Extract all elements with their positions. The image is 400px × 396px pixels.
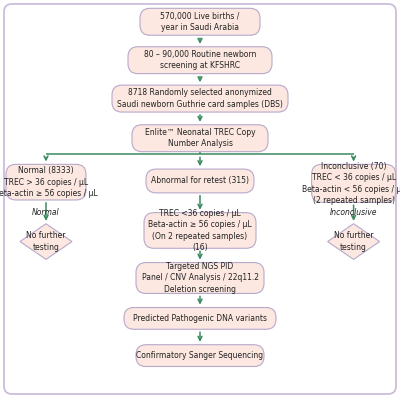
FancyBboxPatch shape <box>140 8 260 35</box>
Text: Targeted NGS PID
Panel / CNV Analysis / 22q11.2
Deletion screening: Targeted NGS PID Panel / CNV Analysis / … <box>142 262 258 294</box>
FancyBboxPatch shape <box>136 345 264 367</box>
Text: Confirmatory Sanger Sequencing: Confirmatory Sanger Sequencing <box>136 351 264 360</box>
FancyBboxPatch shape <box>128 47 272 74</box>
Text: Inconclusive: Inconclusive <box>330 208 377 217</box>
Text: TREC <36 copies / μL
Beta-actin ≥ 56 copies / μL
(On 2 repeated samples)
(16): TREC <36 copies / μL Beta-actin ≥ 56 cop… <box>148 209 252 252</box>
Text: Inconclusive (70)
TREC < 36 copies / μL
Beta-actin < 56 copies / μL
(2 repeated : Inconclusive (70) TREC < 36 copies / μL … <box>302 162 400 205</box>
Text: No further
testing: No further testing <box>334 231 373 252</box>
Text: 80 – 90,000 Routine newborn
screening at KFSHRC: 80 – 90,000 Routine newborn screening at… <box>144 50 256 70</box>
FancyBboxPatch shape <box>144 213 256 248</box>
Text: 8718 Randomly selected anonymized
Saudi newborn Guthrie card samples (DBS): 8718 Randomly selected anonymized Saudi … <box>117 88 283 109</box>
FancyBboxPatch shape <box>146 169 254 193</box>
Text: Enlite™ Neonatal TREC Copy
Number Analysis: Enlite™ Neonatal TREC Copy Number Analys… <box>145 128 255 148</box>
FancyBboxPatch shape <box>312 164 396 202</box>
FancyBboxPatch shape <box>136 263 264 293</box>
Text: Normal (8333)
TREC > 36 copies / μL
Beta-actin ≥ 56 copies / μL: Normal (8333) TREC > 36 copies / μL Beta… <box>0 166 98 198</box>
FancyBboxPatch shape <box>124 307 276 329</box>
FancyBboxPatch shape <box>132 125 268 152</box>
FancyBboxPatch shape <box>112 85 288 112</box>
FancyBboxPatch shape <box>6 164 86 200</box>
Polygon shape <box>328 224 380 259</box>
Text: Normal: Normal <box>32 208 60 217</box>
Text: Abnormal for retest (315): Abnormal for retest (315) <box>151 177 249 185</box>
Text: Predicted Pathogenic DNA variants: Predicted Pathogenic DNA variants <box>133 314 267 323</box>
Polygon shape <box>20 224 72 259</box>
Text: 570,000 Live births /
year in Saudi Arabia: 570,000 Live births / year in Saudi Arab… <box>160 11 240 32</box>
FancyBboxPatch shape <box>4 4 396 394</box>
Text: No further
testing: No further testing <box>26 231 66 252</box>
